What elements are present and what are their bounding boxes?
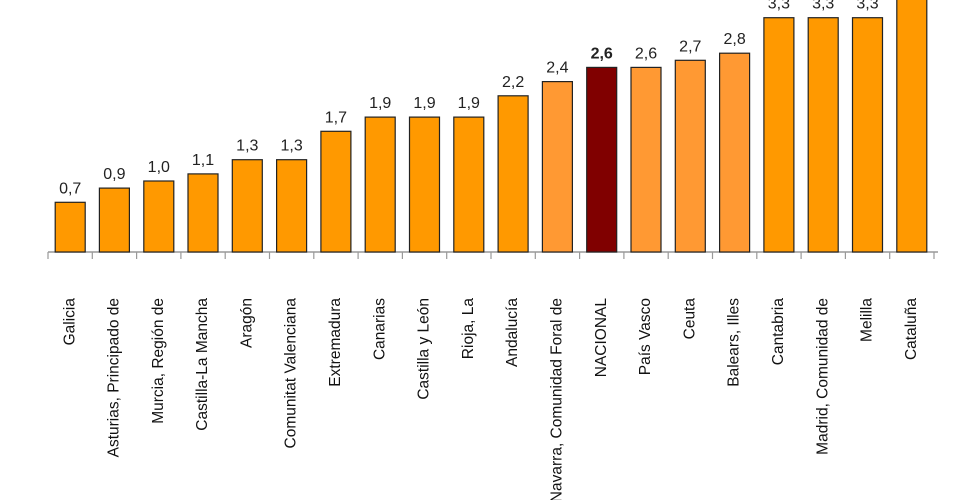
bar-ceuta — [674, 59, 706, 253]
bar-aragón — [231, 159, 263, 253]
value-label: 2,6 — [635, 45, 657, 62]
category-label: NACIONAL — [593, 298, 610, 378]
bars-group — [54, 0, 928, 253]
bar-madrid-comunidad-de — [807, 17, 839, 253]
value-label: 3,3 — [812, 0, 834, 13]
bar-canarias — [364, 116, 396, 253]
category-label: Asturias, Principado de — [105, 298, 122, 457]
category-label: País Vasco — [637, 298, 654, 375]
category-label: Murcia, Región de — [150, 298, 167, 424]
value-label: 1,3 — [236, 138, 258, 155]
category-label: Andalucía — [504, 298, 521, 367]
bar-cantabria — [763, 17, 795, 253]
value-label: 3,3 — [856, 0, 878, 13]
bar-asturias-principado-de — [98, 187, 131, 253]
bar-andalucía — [497, 95, 529, 253]
value-label: 1,1 — [192, 152, 214, 169]
category-label: Comunitat Valenciana — [283, 298, 300, 449]
value-label: 0,9 — [103, 166, 125, 183]
category-label: Balears, Illes — [726, 298, 743, 387]
value-label: 1,7 — [325, 109, 347, 126]
bar-cataluña — [896, 0, 928, 253]
value-label: 2,2 — [502, 74, 524, 91]
x-axis-ticks — [47, 252, 935, 259]
bar-comunitat-valenciana — [276, 159, 308, 253]
category-label: Canarias — [371, 298, 388, 360]
bar-murcia-región-de — [143, 180, 175, 253]
category-labels-group: Galicia Asturias, Principado de Murcia, Re… — [61, 298, 920, 500]
bar-melilla — [851, 17, 884, 253]
value-label: 2,6 — [591, 45, 613, 62]
bar-galicia — [54, 201, 86, 253]
bar-país-vasco — [630, 66, 662, 253]
bar-nacional — [586, 66, 618, 253]
bar-castilla-y-león — [408, 116, 441, 253]
category-label: Rioja, La — [460, 298, 477, 360]
value-label: 1,9 — [413, 95, 435, 112]
category-label: Cataluña — [903, 298, 920, 360]
category-label: Madrid, Comunidad de — [814, 298, 831, 455]
category-label: Aragón — [238, 298, 255, 348]
value-label: 3,3 — [768, 0, 790, 13]
bar-castilla-la-mancha — [187, 173, 219, 253]
category-label: Ceuta — [681, 298, 698, 340]
value-label: 2,4 — [546, 60, 568, 77]
value-label: 2,8 — [723, 31, 745, 48]
category-label: Galicia — [61, 298, 78, 346]
category-label: Cantabria — [770, 298, 787, 366]
bar-extremadura — [320, 130, 352, 253]
category-label: Extremadura — [327, 298, 344, 387]
value-label: 1,0 — [148, 159, 170, 176]
category-label: Castilla-La Mancha — [194, 298, 211, 431]
bar-rioja-la — [453, 116, 485, 253]
bar-balears-illes — [718, 52, 751, 253]
value-label: 1,3 — [280, 138, 302, 155]
value-label: 0,7 — [59, 180, 81, 197]
value-label: 1,9 — [369, 95, 391, 112]
value-label: 2,7 — [679, 38, 701, 55]
category-label: Navarra, Comunidad Foral de — [548, 298, 565, 500]
category-label: Melilla — [859, 298, 876, 342]
category-label: Castilla y León — [416, 298, 433, 400]
bar-navarra-comunidad-foral-de — [541, 80, 574, 253]
value-label: 1,9 — [458, 95, 480, 112]
value-labels-group: 0,7 0,9 1,0 1,1 1,3 1,3 1,7 1,9 1,9 1,9 2,2 2,4 2,6 2… — [59, 0, 879, 197]
